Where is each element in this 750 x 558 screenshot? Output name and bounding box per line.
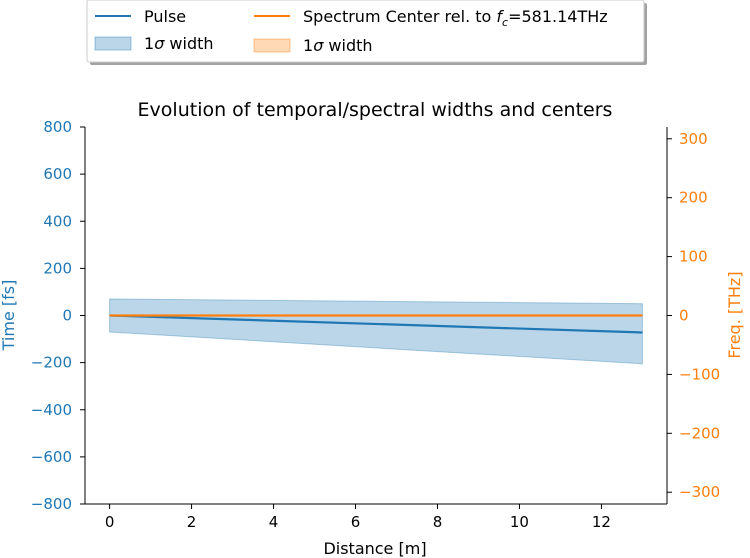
y-left-tick-label: −400: [31, 401, 72, 419]
y-left-tick-label: 0: [62, 307, 72, 325]
x-tick-label: 12: [592, 513, 611, 531]
y-right-tick-label: 0: [679, 307, 689, 325]
y-left-tick-label: 400: [43, 212, 72, 230]
legend-pulse-label: Pulse: [144, 7, 186, 26]
x-tick-label: 10: [510, 513, 529, 531]
legend-pulse-width-swatch: [94, 36, 132, 51]
y-left-tick-label: −800: [31, 495, 72, 513]
x-tick-label: 6: [351, 513, 361, 531]
x-tick-label: 2: [187, 513, 197, 531]
y-right-tick-label: 100: [679, 248, 708, 266]
legend-pulse-width-label: 1σ width: [144, 34, 214, 53]
series-band-0: [109, 298, 643, 365]
y-left-tick-label: −200: [31, 354, 72, 372]
y-left-tick-label: 800: [43, 118, 72, 136]
series-line-0: [109, 314, 643, 334]
y-right-tick-label: −300: [679, 483, 720, 501]
y-right-tick-label: −100: [679, 365, 720, 383]
legend: Pulse 1σ width Spectrum Center rel. to f…: [86, 0, 647, 65]
y-left-tick-label: 200: [43, 259, 72, 277]
y-axis-label-left: Time [fs]: [0, 280, 18, 352]
y-right-tick-label: −200: [679, 424, 720, 442]
legend-spectrum-width-label: 1σ width: [303, 36, 373, 55]
y-right-tick-label: 300: [679, 130, 708, 148]
axes: 0 2 4 6 8 10 12 800 600 400 200 0 −200 −400 −600 −800 30…: [31, 118, 720, 531]
y-left-tick-label: −600: [31, 448, 72, 466]
x-tick-label: 8: [433, 513, 443, 531]
legend-spectrum-label: Spectrum Center rel. to fc=581.14THz: [303, 7, 608, 29]
y-left-tick-label: 600: [43, 165, 72, 183]
chart-title: Evolution of temporal/spectral widths an…: [138, 99, 613, 121]
x-axis-label: Distance [m]: [323, 539, 426, 558]
legend-spectrum-width-swatch: [253, 38, 291, 53]
plot-area: [109, 298, 643, 365]
x-tick-label: 0: [105, 513, 115, 531]
y-axis-label-right: Freq. [THz]: [725, 271, 744, 358]
y-right-tick-label: 200: [679, 189, 708, 207]
legend-box: [86, 0, 645, 63]
x-tick-label: 4: [269, 513, 279, 531]
